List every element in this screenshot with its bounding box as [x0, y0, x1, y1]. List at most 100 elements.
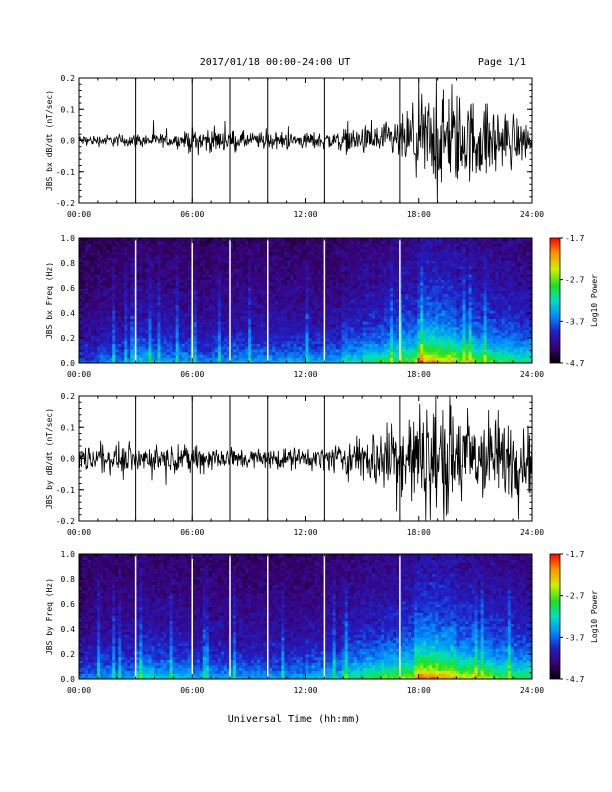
spectrogram-cell — [362, 249, 367, 253]
spectrogram-cell — [353, 271, 358, 275]
spectrogram-cell — [308, 260, 312, 264]
spectrogram-cell — [115, 324, 119, 328]
spectrogram-cell — [329, 274, 334, 278]
spectrogram-cell — [362, 307, 367, 311]
spectrogram-cell — [175, 274, 180, 278]
spectrogram-cell — [353, 279, 358, 283]
spectrogram-cell — [91, 263, 95, 267]
spectrogram-cell — [311, 254, 315, 258]
spectrogram-cell — [365, 263, 370, 267]
spectrogram-cell — [163, 251, 167, 256]
spectrogram-cell — [118, 274, 122, 278]
spectrogram-cell — [103, 268, 107, 272]
spectrogram-cell — [260, 276, 264, 281]
spectrogram-cell — [377, 293, 382, 297]
spectrogram-cell — [251, 246, 255, 250]
spectrogram-cell — [239, 276, 243, 281]
spectrogram-cell — [365, 240, 370, 244]
spectrogram-cell — [317, 257, 321, 261]
spectrogram-cell — [79, 290, 83, 294]
spectrogram-cell — [217, 351, 222, 356]
spectrogram-cell — [151, 282, 155, 286]
spectrogram-cell — [251, 346, 255, 350]
spectrogram-cell — [353, 246, 358, 250]
spectrogram-cell — [100, 246, 104, 250]
spectrogram-cell — [323, 318, 328, 322]
spectrogram-cell — [245, 251, 249, 256]
spectrogram-cell — [160, 290, 164, 294]
spectrogram-cell — [320, 246, 325, 250]
spectrogram-cell — [239, 315, 243, 319]
spectrogram-cell — [166, 254, 170, 258]
spectrogram-cell — [82, 313, 86, 317]
spectrogram-cell — [199, 290, 204, 294]
spectrogram-cell — [79, 321, 83, 325]
spectrogram-cell — [100, 332, 104, 336]
spectrogram-cell — [160, 293, 164, 297]
spectrogram-cell — [118, 299, 122, 303]
spectrogram-cell — [154, 257, 158, 261]
spectrogram-cell — [196, 260, 201, 264]
spectrogram-cell — [109, 349, 113, 353]
spectrogram-cell — [142, 296, 146, 300]
spectrogram-cell — [160, 279, 164, 283]
spectrogram-cell — [127, 276, 131, 281]
spectrogram-cell — [311, 351, 315, 356]
spectrogram-cell — [205, 271, 210, 275]
spectrogram-cell — [278, 288, 282, 292]
spectrogram-cell — [284, 304, 288, 308]
spectrogram-cell — [323, 293, 328, 297]
spectrogram-cell — [181, 354, 186, 358]
spectrogram-cell — [384, 288, 388, 292]
spectrogram-cell — [248, 285, 252, 289]
spectrogram-cell — [151, 351, 155, 356]
spectrogram-cell — [275, 257, 279, 261]
spectrogram-cell — [314, 260, 318, 264]
spectrogram-cell — [356, 271, 361, 275]
spectrogram-cell — [151, 254, 155, 258]
spectrogram-cell — [157, 310, 161, 314]
spectrogram-cell — [338, 251, 343, 256]
spectrogram-cell — [175, 268, 180, 272]
spectrogram-cell — [112, 310, 116, 314]
spectrogram-cell — [278, 282, 282, 286]
spectrogram-cell — [293, 249, 297, 253]
spectrogram-cell — [353, 338, 358, 342]
spectrogram-cell — [109, 260, 113, 264]
spectrogram-cell — [169, 351, 174, 356]
spectrogram-cell — [220, 360, 225, 364]
spectrogram-cell — [205, 351, 210, 356]
spectrogram-cell — [160, 324, 164, 328]
spectrogram-cell — [335, 321, 340, 325]
spectrogram-cell — [293, 271, 297, 275]
spectrogram-cell — [399, 332, 403, 336]
spectrogram-cell — [311, 360, 315, 364]
spectrogram-cell — [199, 282, 204, 286]
spectrogram-cell — [142, 343, 146, 347]
spectrogram-cell — [299, 354, 303, 358]
spectrogram-cell — [230, 299, 234, 303]
spectrogram-cell — [377, 276, 382, 281]
spectrogram-cell — [287, 279, 291, 283]
spectrogram-cell — [97, 296, 101, 300]
spectrogram-cell — [106, 274, 110, 278]
spectrogram-cell — [314, 238, 318, 242]
spectrogram-cell — [211, 313, 216, 317]
spectrogram-cell — [181, 310, 186, 314]
spectrogram-cell — [260, 288, 264, 292]
spectrogram-cell — [257, 260, 261, 264]
spectrogram-cell — [350, 310, 355, 314]
spectrogram-cell — [106, 296, 110, 300]
spectrogram-cell — [193, 329, 198, 333]
spectrogram-cell — [163, 282, 167, 286]
spectrogram-cell — [323, 251, 328, 256]
spectrogram-cell — [365, 243, 370, 247]
spectrogram-cell — [242, 271, 246, 275]
spectrogram-cell — [233, 274, 237, 278]
spectrogram-cell — [178, 265, 183, 269]
spectrogram-cell — [287, 257, 291, 261]
spectrogram-cell — [187, 338, 192, 342]
spectrogram-cell — [396, 285, 400, 289]
spectrogram-cell — [284, 310, 288, 314]
x-tick-label: 18:00 — [407, 210, 431, 219]
